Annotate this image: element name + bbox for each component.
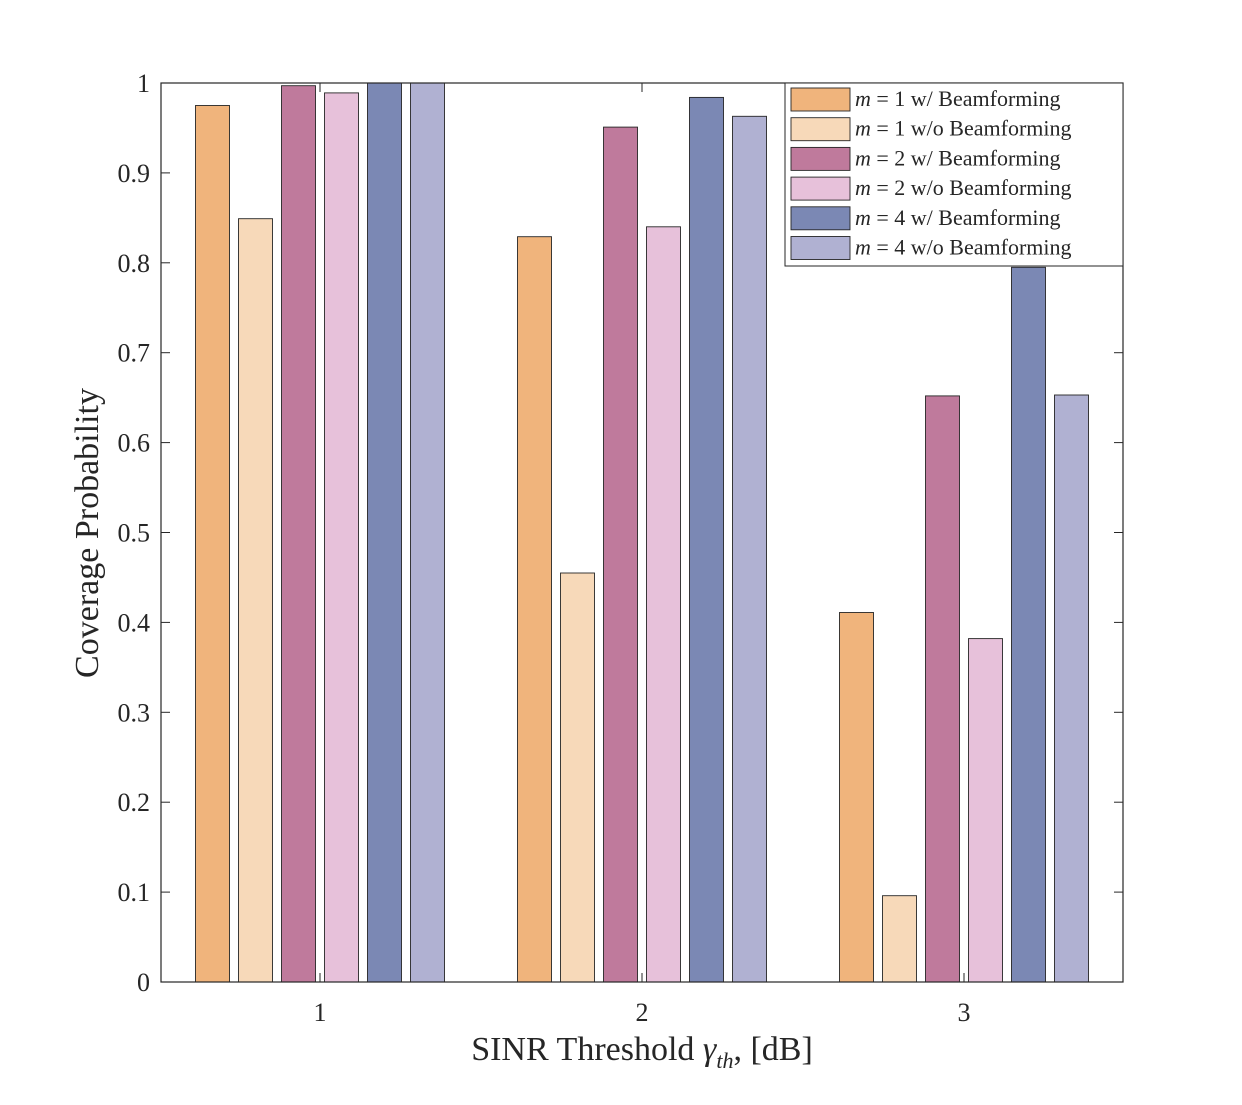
bar-series4-cat3 bbox=[968, 638, 1003, 983]
legend-swatch-6 bbox=[790, 236, 851, 260]
bar-series5-cat2 bbox=[689, 96, 724, 983]
legend-box bbox=[784, 82, 1124, 267]
legend-m-symbol: m bbox=[855, 175, 871, 200]
bar-series1-cat3 bbox=[839, 612, 874, 983]
series-3 bbox=[281, 85, 960, 983]
bar-series6-cat3 bbox=[1054, 394, 1089, 983]
bar-series1-cat2 bbox=[517, 236, 552, 983]
legend-text-rest: = 2 w/o Beamforming bbox=[871, 175, 1072, 200]
series-2 bbox=[238, 218, 917, 983]
legend-swatch-5 bbox=[790, 206, 851, 231]
y-tick-label: 0 bbox=[137, 968, 150, 997]
legend-label-1: m = 1 w/ Beamforming bbox=[855, 86, 1061, 111]
y-tick-label: 0.7 bbox=[118, 339, 151, 368]
legend-label-2: m = 1 w/o Beamforming bbox=[855, 116, 1072, 141]
bar-series-group bbox=[195, 82, 1089, 983]
x-tick-label: 1 bbox=[314, 998, 327, 1027]
legend-label-6: m = 4 w/o Beamforming bbox=[855, 235, 1072, 260]
series-6 bbox=[410, 82, 1089, 983]
bar-series5-cat3 bbox=[1011, 266, 1046, 983]
y-tick-label: 0.3 bbox=[118, 698, 151, 727]
legend-m-symbol: m bbox=[855, 145, 871, 170]
y-axis-title: Coverage Probability bbox=[69, 388, 106, 678]
series-5 bbox=[367, 82, 1046, 983]
y-tick-label: 0.4 bbox=[118, 608, 151, 637]
y-tick-label: 0.9 bbox=[118, 159, 151, 188]
x-axis-title-symbol: γ bbox=[703, 1031, 718, 1068]
y-axis-ticks: 0 0.1 0.2 0.3 0.4 0.5 0.6 0.7 0.8 0.9 1 bbox=[118, 69, 1123, 997]
series-4 bbox=[324, 92, 1003, 983]
x-tick-label: 2 bbox=[636, 998, 649, 1027]
bar-series2-cat3 bbox=[882, 895, 917, 983]
bar-series2-cat2 bbox=[560, 572, 595, 983]
legend-text-rest: = 1 w/ Beamforming bbox=[871, 86, 1061, 111]
legend-text-rest: = 4 w/ Beamforming bbox=[871, 205, 1061, 230]
legend-label-3: m = 2 w/ Beamforming bbox=[855, 145, 1061, 170]
series-1 bbox=[195, 105, 874, 983]
bar-series2-cat1 bbox=[238, 218, 273, 983]
x-axis-title-main: SINR Threshold bbox=[471, 1031, 703, 1068]
y-tick-label: 0.2 bbox=[118, 788, 151, 817]
bar-series3-cat2 bbox=[603, 126, 638, 983]
legend-swatch-2 bbox=[790, 117, 851, 142]
x-axis-title-unit: , [dB] bbox=[733, 1031, 812, 1068]
x-axis-title: SINR Threshold γth, [dB] bbox=[471, 1031, 813, 1073]
legend-label-4: m = 2 w/o Beamforming bbox=[855, 175, 1072, 200]
y-tick-label: 0.8 bbox=[118, 249, 151, 278]
bar-series4-cat1 bbox=[324, 92, 359, 983]
legend-label-5: m = 4 w/ Beamforming bbox=[855, 205, 1061, 230]
bar-series6-cat2 bbox=[732, 115, 767, 983]
legend-m-symbol: m bbox=[855, 86, 871, 111]
bar-series4-cat2 bbox=[646, 226, 681, 983]
bar-series6-cat1 bbox=[410, 82, 445, 983]
y-tick-label: 0.6 bbox=[118, 429, 151, 458]
x-axis-title-subscript: th bbox=[716, 1048, 733, 1073]
legend-swatch-4 bbox=[790, 176, 851, 201]
y-tick-label: 1 bbox=[137, 69, 150, 98]
bar-series1-cat1 bbox=[195, 105, 230, 983]
x-tick-label: 3 bbox=[958, 998, 971, 1027]
legend-m-symbol: m bbox=[855, 205, 871, 230]
legend-text-rest: = 4 w/o Beamforming bbox=[871, 235, 1072, 260]
bar-series3-cat3 bbox=[925, 395, 960, 983]
legend-swatch-3 bbox=[790, 146, 851, 171]
legend-text-rest: = 1 w/o Beamforming bbox=[871, 116, 1072, 141]
y-tick-label: 0.5 bbox=[118, 519, 151, 548]
legend-text-rest: = 2 w/ Beamforming bbox=[871, 145, 1061, 170]
legend-swatch-1 bbox=[790, 87, 851, 112]
y-tick-label: 0.1 bbox=[118, 878, 151, 907]
bar-series5-cat1 bbox=[367, 82, 402, 983]
legend-m-symbol: m bbox=[855, 116, 871, 141]
bar-series3-cat1 bbox=[281, 85, 316, 983]
legend-m-symbol: m bbox=[855, 235, 871, 260]
